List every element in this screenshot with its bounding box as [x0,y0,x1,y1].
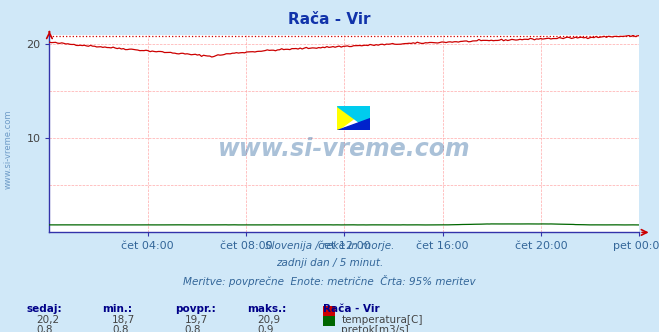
Text: 0,8: 0,8 [185,325,201,332]
Text: www.si-vreme.com: www.si-vreme.com [3,110,13,189]
Text: povpr.:: povpr.: [175,304,215,314]
Text: Slovenija / reke in morje.: Slovenija / reke in morje. [265,241,394,251]
Text: sedaj:: sedaj: [26,304,62,314]
Text: 0,8: 0,8 [36,325,53,332]
Text: temperatura[C]: temperatura[C] [341,315,423,325]
Text: 0,8: 0,8 [112,325,129,332]
Polygon shape [337,106,370,130]
Text: Rača - Vir: Rača - Vir [323,304,380,314]
Text: 0,9: 0,9 [257,325,273,332]
Text: min.:: min.: [102,304,132,314]
Polygon shape [337,106,370,130]
Text: www.si-vreme.com: www.si-vreme.com [218,137,471,161]
Text: 20,2: 20,2 [36,315,59,325]
Polygon shape [337,118,370,130]
Text: Rača - Vir: Rača - Vir [288,12,371,27]
Text: maks.:: maks.: [247,304,287,314]
Text: Meritve: povprečne  Enote: metrične  Črta: 95% meritev: Meritve: povprečne Enote: metrične Črta:… [183,275,476,287]
Text: 18,7: 18,7 [112,315,135,325]
Text: zadnji dan / 5 minut.: zadnji dan / 5 minut. [276,258,383,268]
Text: pretok[m3/s]: pretok[m3/s] [341,325,409,332]
Text: 19,7: 19,7 [185,315,208,325]
Text: 20,9: 20,9 [257,315,280,325]
